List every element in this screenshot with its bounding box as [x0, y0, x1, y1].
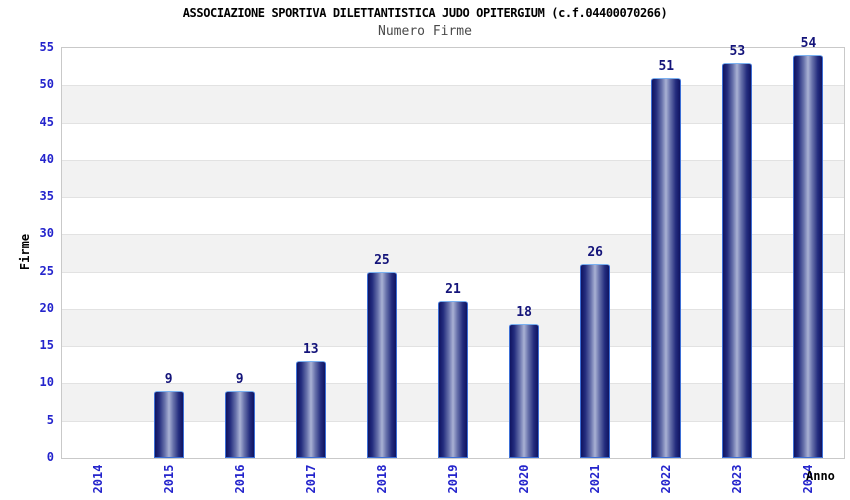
x-tick-label: 2016	[232, 464, 247, 494]
bar	[438, 301, 468, 458]
x-tick-label: 2022	[659, 464, 674, 494]
x-tick-label: 2018	[374, 464, 389, 494]
bar	[224, 390, 255, 458]
x-tick-label: 2014	[90, 464, 105, 494]
x-tick-label: 2023	[730, 464, 745, 494]
y-tick-label: 55	[39, 40, 54, 54]
bar-value-label: 9	[235, 371, 244, 387]
grid-band	[62, 159, 844, 198]
bar-value-label: 9	[164, 371, 173, 387]
grid-band	[62, 85, 844, 123]
bar	[651, 77, 682, 458]
y-tick-label: 25	[39, 263, 54, 278]
bar-value-label: 53	[729, 43, 746, 59]
y-tick-label: 50	[39, 77, 54, 92]
chart-title: ASSOCIAZIONE SPORTIVA DILETTANTISTICA JU…	[182, 6, 668, 20]
grid-line	[62, 159, 844, 161]
grid-line	[62, 122, 844, 124]
x-tick-label: 2020	[517, 464, 532, 494]
grid-line	[62, 271, 844, 273]
y-tick-label: 20	[39, 300, 54, 315]
grid-line	[62, 85, 844, 87]
plot-area: 9 9 13 25 21 18 26 51 53 54	[61, 36, 845, 459]
y-tick-label: 5	[46, 412, 54, 427]
bar	[153, 390, 184, 458]
bar	[793, 55, 824, 458]
bar	[366, 271, 397, 458]
bar-value-label: 26	[587, 245, 603, 261]
chart-subtitle: Numero Firme	[378, 24, 472, 39]
bar-value-label: 18	[516, 304, 532, 320]
y-tick-label: 15	[39, 338, 54, 353]
y-tick-label: 10	[39, 375, 54, 390]
bar-value-label: 25	[374, 252, 390, 268]
grid-band	[62, 48, 844, 86]
x-tick-label: 2015	[161, 464, 176, 494]
bar	[722, 62, 753, 458]
y-tick-label: 40	[39, 151, 54, 166]
grid-band	[62, 197, 844, 235]
y-tick-label: 35	[39, 189, 54, 204]
bar-value-label: 13	[302, 342, 319, 358]
bar-value-label: 54	[800, 36, 817, 52]
grid-line	[62, 234, 844, 236]
y-tick-label: 30	[39, 226, 54, 241]
x-tick-label: 2017	[303, 464, 318, 494]
x-tick-label: 2021	[588, 464, 603, 494]
y-tick-label: 0	[46, 450, 54, 464]
bar	[509, 323, 540, 458]
x-tick-label: 2019	[446, 464, 460, 494]
grid-line	[62, 197, 844, 199]
bar	[295, 361, 326, 458]
bar-value-label: 21	[445, 282, 461, 298]
y-tick-label: 45	[39, 114, 54, 129]
grid-band	[62, 122, 844, 160]
grid-band	[62, 234, 844, 272]
bar-value-label: 51	[658, 58, 675, 74]
bar	[580, 264, 611, 458]
x-axis-title: Anno	[806, 469, 835, 483]
